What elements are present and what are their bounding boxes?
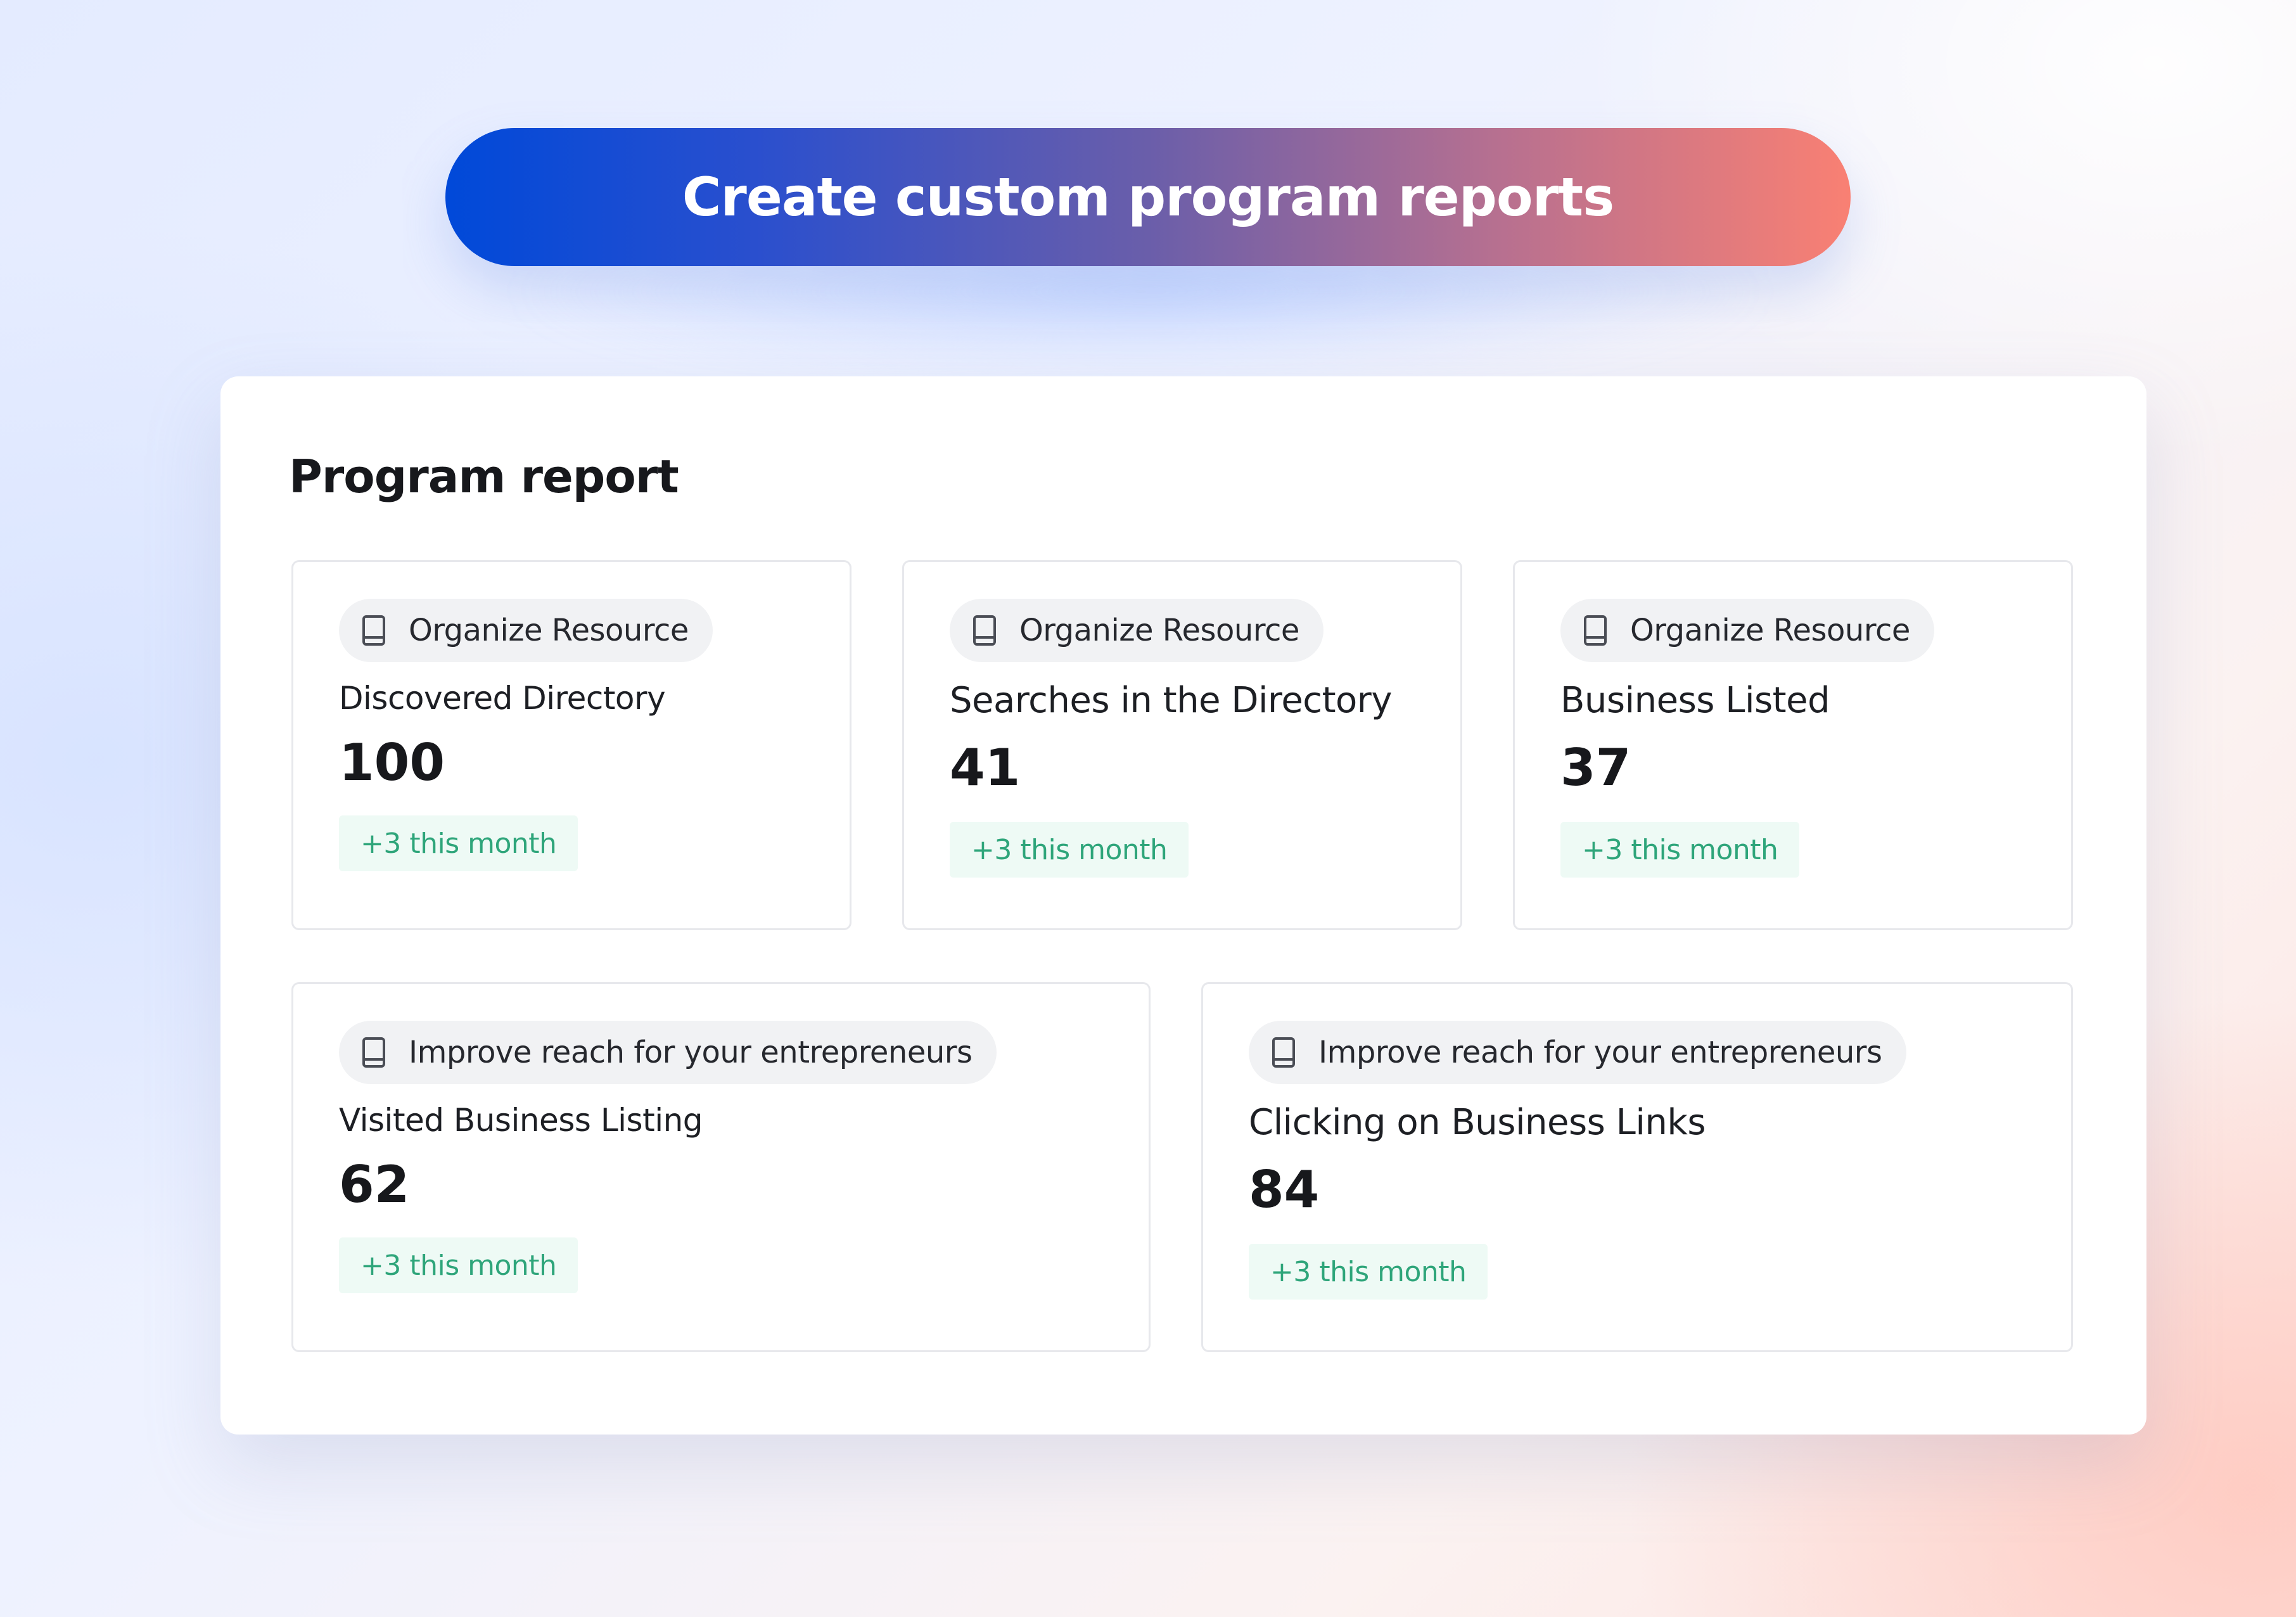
category-label: Organize Resource bbox=[409, 613, 689, 648]
report-card-business-listed: Organize Resource Business Listed 37 +3 … bbox=[1513, 560, 2073, 930]
delta-badge: +3 this month bbox=[339, 1237, 578, 1293]
category-label: Organize Resource bbox=[1630, 613, 1910, 648]
metric-value: 41 bbox=[950, 738, 1021, 797]
category-chip: Organize Resource bbox=[1560, 599, 1934, 662]
book-icon bbox=[362, 615, 385, 646]
report-card-visited-business-listing: Improve reach for your entrepreneurs Vis… bbox=[291, 982, 1151, 1352]
report-card-discovered-directory: Organize Resource Discovered Directory 1… bbox=[291, 560, 851, 930]
category-label: Improve reach for your entrepreneurs bbox=[409, 1035, 973, 1070]
book-icon bbox=[1272, 1037, 1295, 1068]
metric-label: Searches in the Directory bbox=[950, 680, 1392, 721]
metric-label: Business Listed bbox=[1560, 680, 1830, 721]
category-chip: Organize Resource bbox=[950, 599, 1323, 662]
book-icon bbox=[362, 1037, 385, 1068]
metric-label: Discovered Directory bbox=[339, 680, 666, 717]
banner-title: Create custom program reports bbox=[682, 166, 1614, 228]
delta-badge: +3 this month bbox=[1560, 822, 1800, 878]
book-icon bbox=[973, 615, 996, 646]
report-card-searches-in-directory: Organize Resource Searches in the Direct… bbox=[902, 560, 1462, 930]
category-label: Improve reach for your entrepreneurs bbox=[1318, 1035, 1882, 1070]
delta-badge: +3 this month bbox=[950, 822, 1189, 878]
metric-label: Visited Business Listing bbox=[339, 1102, 703, 1139]
banner: Create custom program reports bbox=[445, 128, 1851, 266]
metric-value: 37 bbox=[1560, 738, 1631, 797]
metric-value: 100 bbox=[339, 733, 445, 792]
delta-badge: +3 this month bbox=[339, 815, 578, 871]
report-card-clicking-business-links: Improve reach for your entrepreneurs Cli… bbox=[1201, 982, 2073, 1352]
book-icon bbox=[1584, 615, 1607, 646]
category-chip: Improve reach for your entrepreneurs bbox=[339, 1021, 997, 1084]
category-label: Organize Resource bbox=[1019, 613, 1299, 648]
program-report-panel: Program report Organize Resource Discove… bbox=[220, 376, 2146, 1435]
metric-value: 84 bbox=[1249, 1160, 1320, 1219]
panel-title: Program report bbox=[289, 450, 679, 503]
metric-label: Clicking on Business Links bbox=[1249, 1102, 1706, 1143]
category-chip: Improve reach for your entrepreneurs bbox=[1249, 1021, 1906, 1084]
delta-badge: +3 this month bbox=[1249, 1244, 1488, 1300]
metric-value: 62 bbox=[339, 1155, 410, 1214]
category-chip: Organize Resource bbox=[339, 599, 713, 662]
